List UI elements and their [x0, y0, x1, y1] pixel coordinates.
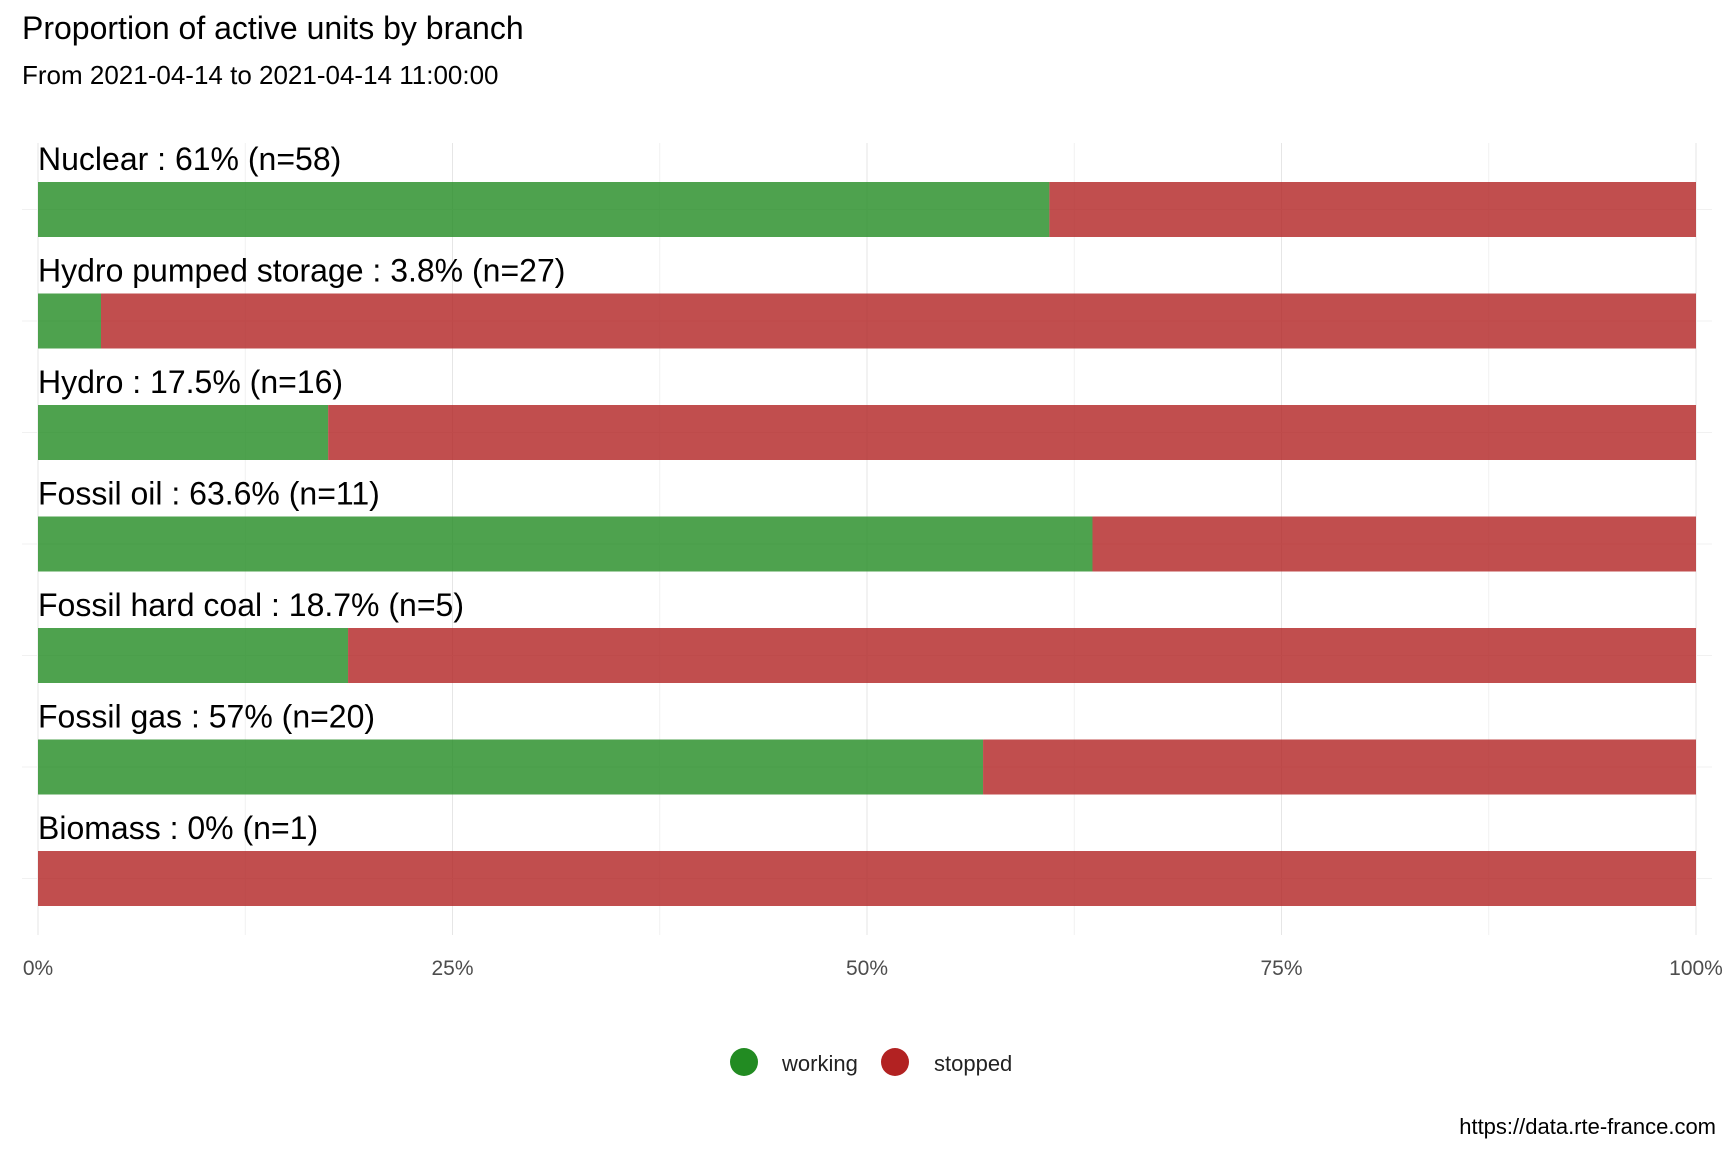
bar-stopped [1092, 516, 1696, 572]
bar-working [38, 405, 329, 460]
bar-working [38, 293, 102, 349]
bar-working [38, 628, 349, 683]
chart-subtitle: From 2021-04-14 to 2021-04-14 11:00:00 [22, 60, 499, 90]
category-label: Fossil gas : 57% (n=20) [38, 699, 375, 735]
x-tick-label: 75% [1260, 957, 1302, 980]
bar-stopped [38, 851, 1696, 906]
chart-caption: https://data.rte-france.com [1459, 1114, 1716, 1139]
x-tick-label: 0% [23, 957, 53, 980]
bar-working [38, 182, 1050, 237]
category-label: Hydro : 17.5% (n=16) [38, 364, 343, 400]
bar-stopped [1049, 182, 1696, 237]
bar-working [38, 516, 1093, 572]
category-label: Hydro pumped storage : 3.8% (n=27) [38, 253, 565, 289]
x-tick-label: 25% [431, 957, 473, 980]
category-label: Fossil hard coal : 18.7% (n=5) [38, 587, 464, 623]
bar-stopped [328, 405, 1696, 460]
legend-swatch-stopped [881, 1048, 909, 1076]
bar-working [38, 739, 984, 795]
legend-label-working: working [781, 1051, 858, 1076]
bar-stopped [101, 293, 1696, 349]
category-label: Fossil oil : 63.6% (n=11) [38, 476, 380, 512]
category-label: Nuclear : 61% (n=58) [38, 141, 341, 177]
category-labels: Nuclear : 61% (n=58) Hydro pumped storage… [38, 141, 565, 846]
bars [38, 182, 1696, 906]
category-label: Biomass : 0% (n=1) [38, 810, 318, 846]
x-tick-label: 100% [1669, 957, 1723, 980]
legend: working stopped [730, 1048, 1012, 1076]
x-tick-label: 50% [846, 957, 888, 980]
chart-title: Proportion of active units by branch [22, 10, 524, 46]
x-axis-ticks: 0% 25% 50% 75% 100% [23, 957, 1723, 980]
bar-stopped [348, 628, 1696, 683]
legend-swatch-working [730, 1048, 758, 1076]
bar-stopped [983, 739, 1696, 795]
legend-label-stopped: stopped [934, 1051, 1012, 1076]
